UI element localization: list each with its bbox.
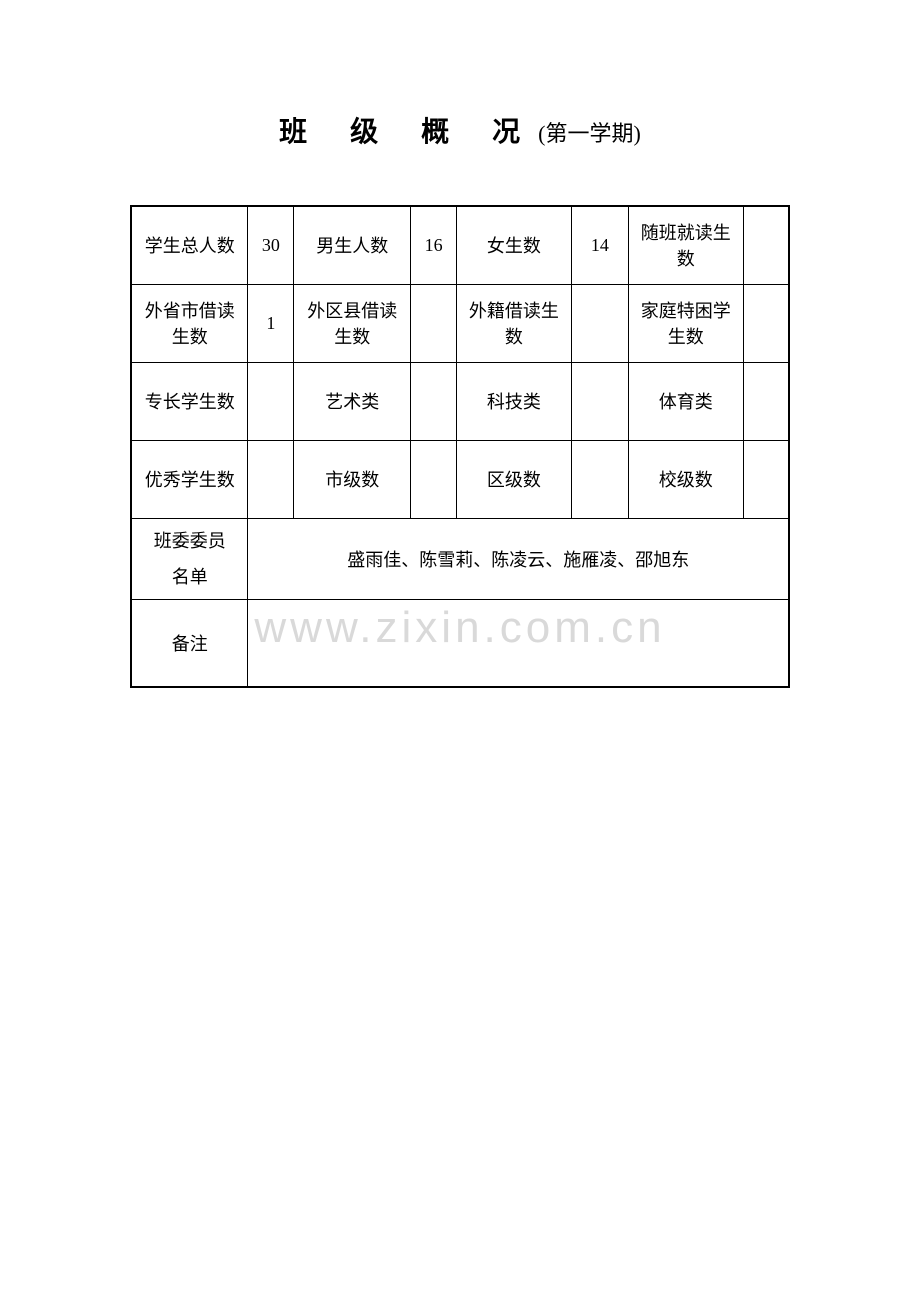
cell-value: [248, 362, 294, 440]
table-row: 备注: [131, 599, 789, 687]
cell-value: 1: [248, 284, 294, 362]
cell-value: [743, 206, 789, 284]
cell-value: [743, 362, 789, 440]
cell-value: [743, 440, 789, 518]
table-row: 外省市借读生数 1 外区县借读生数 外籍借读生数 家庭特困学生数: [131, 284, 789, 362]
cell-value: [411, 284, 457, 362]
cell-value: [411, 362, 457, 440]
cell-value: [743, 284, 789, 362]
cell-label: 区级数: [457, 440, 572, 518]
cell-label: 备注: [131, 599, 248, 687]
cell-label: 市级数: [294, 440, 411, 518]
cell-label: 艺术类: [294, 362, 411, 440]
page-title: 班 级 概 况(第一学期): [130, 110, 790, 150]
cell-label: 随班就读生数: [628, 206, 743, 284]
cell-label: 学生总人数: [131, 206, 248, 284]
cell-value: 16: [411, 206, 457, 284]
cell-value: [571, 362, 628, 440]
cell-label: 外籍借读生数: [457, 284, 572, 362]
cell-value: [248, 440, 294, 518]
title-sub: (第一学期): [538, 121, 641, 146]
cell-label: 家庭特困学生数: [628, 284, 743, 362]
table-row: 专长学生数 艺术类 科技类 体育类: [131, 362, 789, 440]
cell-value: 14: [571, 206, 628, 284]
table-row: 学生总人数 30 男生人数 16 女生数 14 随班就读生数: [131, 206, 789, 284]
cell-value: [248, 599, 789, 687]
cell-label: 优秀学生数: [131, 440, 248, 518]
title-main: 班 级 概 况: [279, 117, 538, 148]
cell-label: 外区县借读生数: [294, 284, 411, 362]
cell-label: 男生人数: [294, 206, 411, 284]
cell-value: [571, 284, 628, 362]
cell-label: 科技类: [457, 362, 572, 440]
committee-label-line2: 名单: [136, 559, 243, 595]
cell-label: 外省市借读生数: [131, 284, 248, 362]
cell-value: [571, 440, 628, 518]
cell-label: 体育类: [628, 362, 743, 440]
cell-label: 校级数: [628, 440, 743, 518]
table-row: 优秀学生数 市级数 区级数 校级数: [131, 440, 789, 518]
cell-value: 盛雨佳、陈雪莉、陈凌云、施雁凌、邵旭东: [248, 518, 789, 599]
cell-value: 30: [248, 206, 294, 284]
class-overview-table: 学生总人数 30 男生人数 16 女生数 14 随班就读生数 外省市借读生数 1…: [130, 205, 790, 688]
cell-label: 专长学生数: [131, 362, 248, 440]
committee-label-line1: 班委委员: [136, 523, 243, 559]
cell-label: 班委委员 名单: [131, 518, 248, 599]
cell-value: [411, 440, 457, 518]
cell-label: 女生数: [457, 206, 572, 284]
table-row: 班委委员 名单 盛雨佳、陈雪莉、陈凌云、施雁凌、邵旭东: [131, 518, 789, 599]
